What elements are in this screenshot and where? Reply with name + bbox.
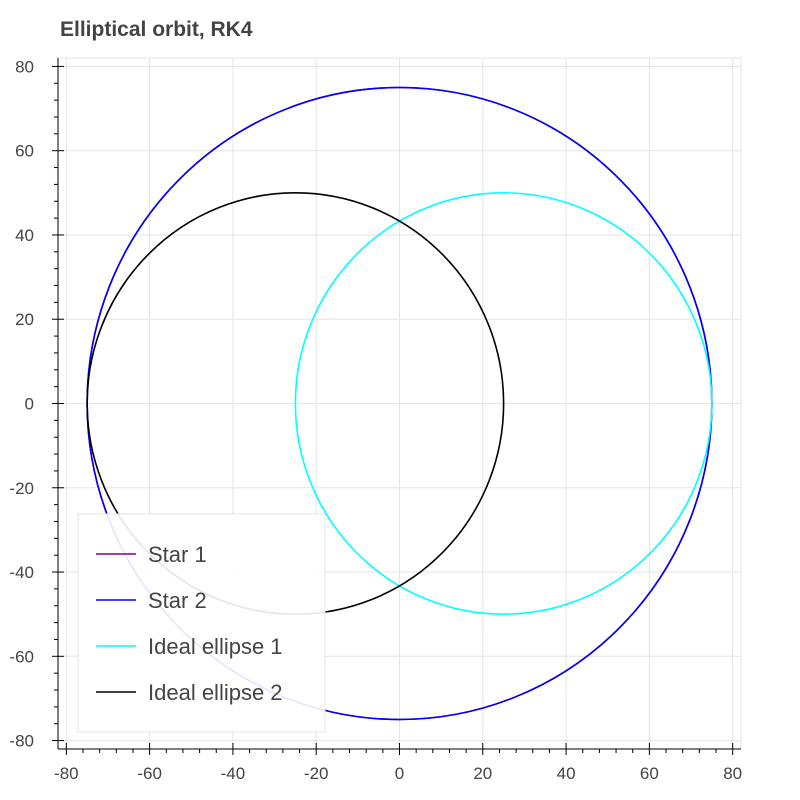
y-tick-label: 20 [15, 310, 34, 329]
x-tick-label: 0 [395, 764, 404, 783]
axes: -80 -60 -40 -20 0 20 40 60 80 -80 -60 -40 -20 0 20 40 60… [9, 57, 742, 783]
legend-label: Ideal ellipse 1 [148, 634, 283, 659]
x-tick-label: 60 [640, 764, 659, 783]
x-tick-label: 20 [473, 764, 492, 783]
x-tick-label: -60 [137, 764, 162, 783]
y-tick-label: -40 [9, 563, 34, 582]
x-tick-label: -80 [54, 764, 79, 783]
y-tick-label: -80 [9, 732, 34, 751]
x-tick-label: 80 [723, 764, 742, 783]
legend: Star 1 Star 2 Ideal ellipse 1 Ideal ellipse… [77, 513, 326, 733]
x-tick-label: -20 [304, 764, 329, 783]
y-tick-label: -60 [9, 647, 34, 666]
y-tick-label: 0 [25, 395, 34, 414]
legend-box [77, 513, 326, 733]
y-tick-label: -20 [9, 479, 34, 498]
x-tick-label: -40 [221, 764, 246, 783]
y-tick-label: 60 [15, 142, 34, 161]
legend-label: Star 1 [148, 542, 207, 567]
x-tick-label: 40 [557, 764, 576, 783]
legend-label: Star 2 [148, 588, 207, 613]
series-line-3 [294, 192, 713, 615]
chart-title: Elliptical orbit, RK4 [60, 18, 253, 41]
y-tick-label: 80 [15, 57, 34, 76]
y-tick-label: 40 [15, 226, 34, 245]
legend-label: Ideal ellipse 2 [148, 680, 283, 705]
